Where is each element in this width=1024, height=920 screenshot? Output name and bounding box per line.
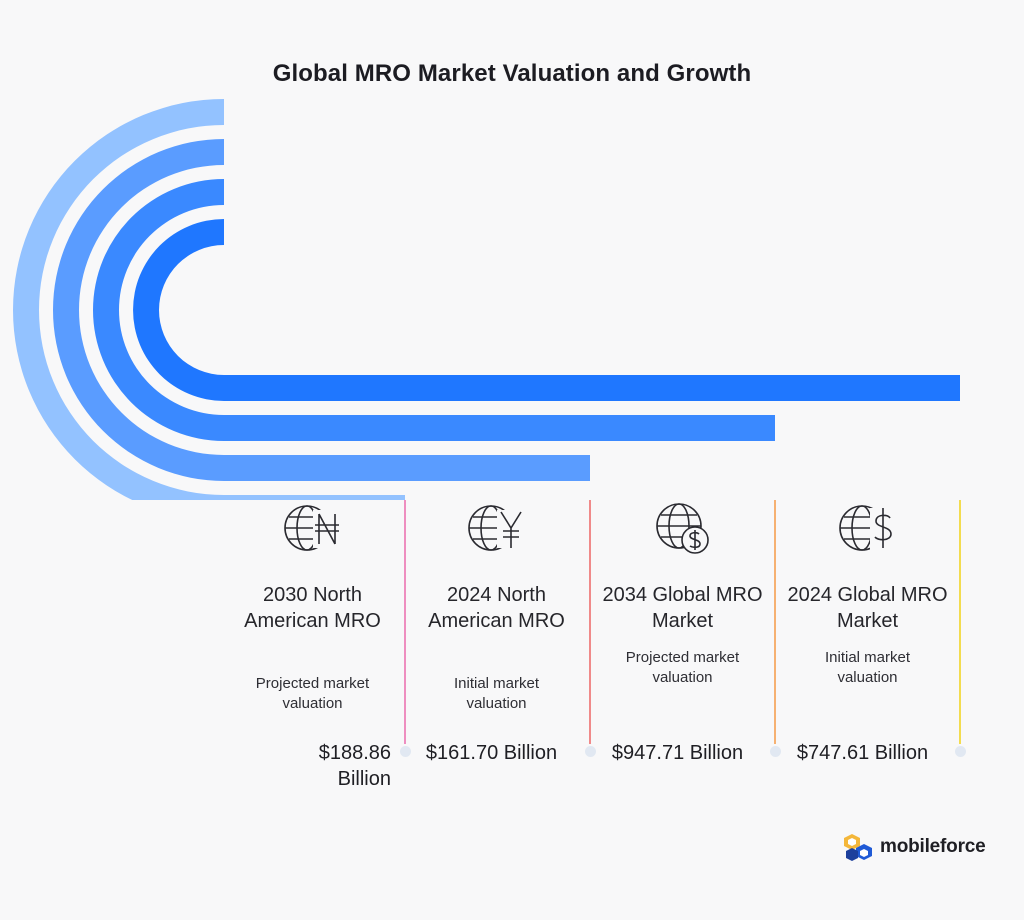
item-value: $161.70 Billion xyxy=(425,742,558,764)
mobileforce-logo: mobileforce xyxy=(842,830,1002,866)
item-description: Initial market valuation xyxy=(453,675,540,712)
globe-dollar-coin-icon xyxy=(590,500,775,560)
separator-dot xyxy=(400,746,411,757)
separator-dot xyxy=(585,746,596,757)
item-description: Projected market valuation xyxy=(255,675,370,712)
logo-wordmark: mobileforce xyxy=(880,836,986,857)
item-name: 2024 North American MRO xyxy=(428,584,565,632)
separator-line xyxy=(959,500,961,744)
item-description: Projected market valuation xyxy=(625,649,740,686)
item-2024-global: 2024 Global MRO Market Initial market va… xyxy=(775,500,960,800)
item-value: $188.86 Billion xyxy=(318,742,391,790)
separator-dot xyxy=(770,746,781,757)
item-description: Initial market valuation xyxy=(824,649,911,686)
item-name: 2034 Global MRO Market xyxy=(602,584,763,632)
separator-line xyxy=(404,500,406,744)
item-2030-north-american: 2030 North American MRO Projected market… xyxy=(220,500,405,800)
item-name: 2024 Global MRO Market xyxy=(787,584,948,632)
globe-naira-icon xyxy=(220,500,405,560)
item-2024-north-american: 2024 North American MRO Initial market v… xyxy=(404,500,589,800)
separator-line xyxy=(774,500,776,744)
mobileforce-logo-icon xyxy=(844,834,872,861)
globe-yen-icon xyxy=(404,500,589,560)
item-value: $747.61 Billion xyxy=(796,742,929,764)
market-bar-chart xyxy=(13,99,961,500)
separator-line xyxy=(589,500,591,744)
item-2034-global: 2034 Global MRO Market Projected market … xyxy=(590,500,775,800)
chart-title: Global MRO Market Valuation and Growth xyxy=(272,60,752,87)
item-name: 2030 North American MRO xyxy=(244,584,381,632)
item-value: $947.71 Billion xyxy=(611,742,744,764)
bar-2024-global-mro-market xyxy=(133,219,961,401)
separator-dot xyxy=(955,746,966,757)
globe-dollar-icon xyxy=(775,500,960,560)
bar-2034-global-mro-market xyxy=(93,179,775,441)
